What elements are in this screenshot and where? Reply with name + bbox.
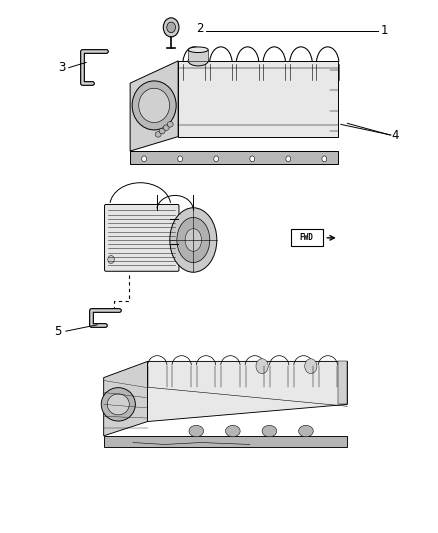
Ellipse shape: [155, 132, 161, 137]
Text: 4: 4: [392, 128, 399, 141]
FancyBboxPatch shape: [105, 205, 179, 271]
Ellipse shape: [159, 128, 165, 134]
FancyBboxPatch shape: [188, 50, 208, 61]
Polygon shape: [130, 61, 178, 151]
Text: 1: 1: [381, 24, 388, 37]
Text: 3: 3: [59, 61, 66, 74]
Ellipse shape: [185, 229, 201, 251]
Ellipse shape: [139, 88, 170, 123]
Ellipse shape: [189, 425, 204, 437]
Circle shape: [167, 22, 176, 33]
Text: 5: 5: [54, 325, 62, 338]
Ellipse shape: [188, 47, 208, 53]
Circle shape: [108, 255, 114, 263]
Ellipse shape: [132, 81, 176, 130]
Polygon shape: [104, 361, 148, 436]
Ellipse shape: [167, 122, 173, 127]
Circle shape: [256, 359, 268, 374]
Circle shape: [163, 18, 179, 37]
Polygon shape: [178, 61, 338, 136]
Polygon shape: [148, 361, 347, 422]
Ellipse shape: [170, 208, 217, 272]
Bar: [291, 229, 323, 246]
Ellipse shape: [107, 394, 129, 415]
FancyBboxPatch shape: [104, 436, 347, 447]
Circle shape: [178, 156, 183, 162]
Circle shape: [250, 156, 254, 162]
Ellipse shape: [299, 425, 313, 437]
FancyBboxPatch shape: [130, 151, 338, 165]
Circle shape: [322, 156, 327, 162]
Text: FWD: FWD: [299, 233, 313, 243]
Ellipse shape: [262, 425, 277, 437]
Ellipse shape: [101, 387, 135, 421]
Circle shape: [305, 359, 317, 374]
Polygon shape: [338, 361, 347, 405]
Ellipse shape: [226, 425, 240, 437]
Ellipse shape: [188, 56, 208, 66]
Text: 2: 2: [196, 22, 203, 36]
Circle shape: [214, 156, 219, 162]
Circle shape: [142, 156, 147, 162]
Circle shape: [286, 156, 291, 162]
Ellipse shape: [177, 217, 210, 263]
Ellipse shape: [163, 125, 169, 131]
